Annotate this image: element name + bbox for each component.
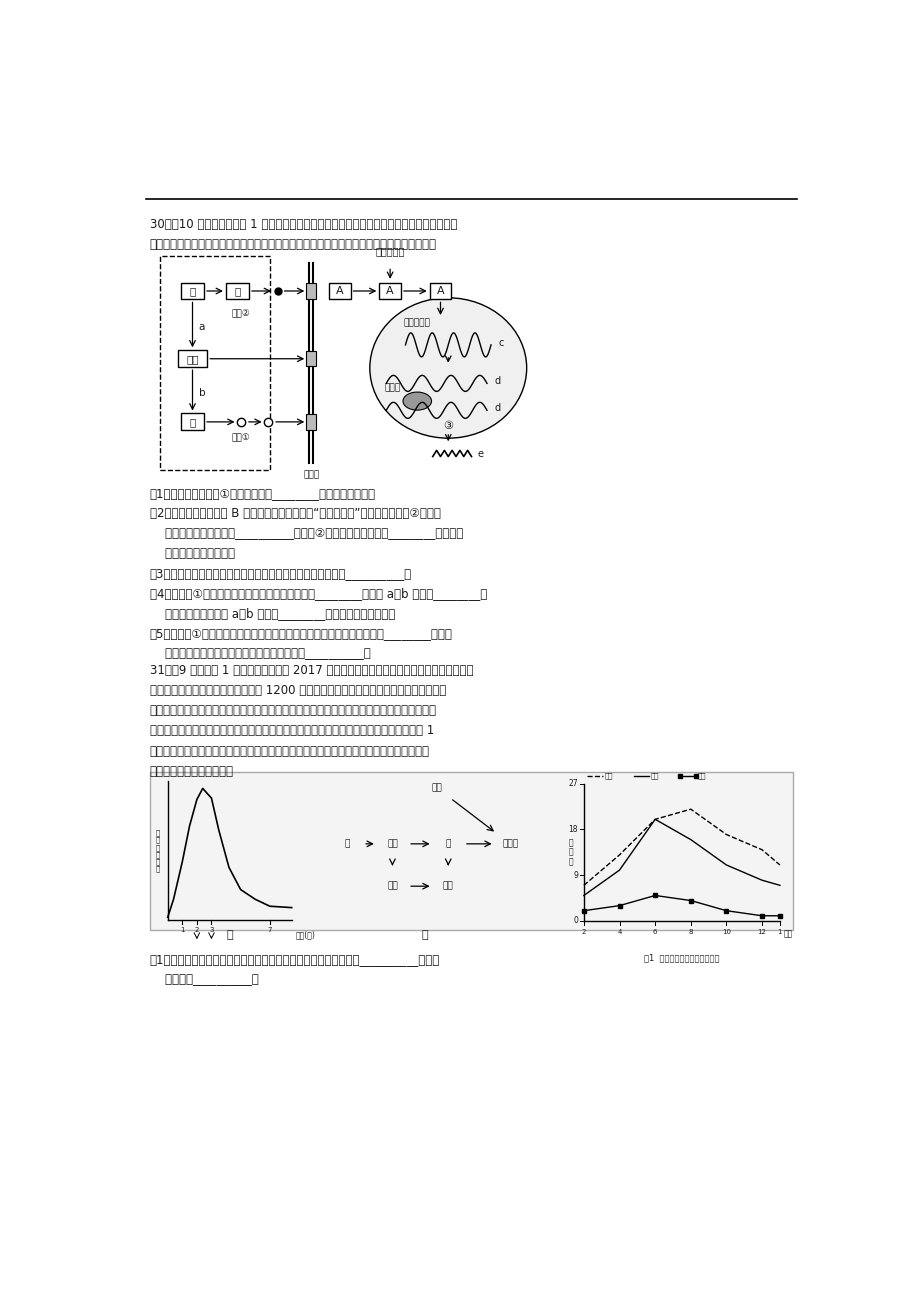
Text: 携带至靶细胞。下图表示某高等动物激素的分泌及作用机制。请结合图中信息回答下列问题。: 携带至靶细胞。下图表示某高等动物激素的分泌及作用机制。请结合图中信息回答下列问题…	[150, 238, 437, 251]
Text: 蝗虫: 蝗虫	[387, 881, 397, 891]
Text: 细胞核受体: 细胞核受体	[403, 318, 430, 327]
Text: 7: 7	[267, 927, 272, 934]
Text: b: b	[199, 388, 205, 397]
Text: 时间(月): 时间(月)	[295, 930, 315, 939]
Text: 1: 1	[180, 927, 185, 934]
Text: （1）其他种群迁入后，改变了生态系统的营养结构，抗抗力稳定性__________，恢复: （1）其他种群迁入后，改变了生态系统的营养结构，抗抗力稳定性__________…	[150, 953, 439, 966]
Text: （5）若激素①是甲状腺激素，在寒冷环境中能促进人体产热的调节过程是________（填图: （5）若激素①是甲状腺激素，在寒冷环境中能促进人体产热的调节过程是_______…	[150, 628, 452, 641]
Text: 9: 9	[573, 871, 577, 880]
Text: 8: 8	[687, 928, 692, 935]
Text: 6: 6	[652, 928, 657, 935]
Text: 轻度: 轻度	[604, 772, 612, 779]
Bar	[150, 772, 792, 930]
Text: 猫头鹰: 猫头鹰	[502, 840, 517, 849]
Text: 中字母）同时人体皮肤减少散热的生理反应是__________。: 中字母）同时人体皮肤减少散热的生理反应是__________。	[150, 647, 370, 660]
Text: 田鼠: 田鼠	[431, 783, 441, 792]
Text: 激素②: 激素②	[231, 309, 250, 316]
Ellipse shape	[403, 392, 431, 410]
Bar	[177, 350, 207, 367]
Bar	[306, 414, 315, 430]
Text: 12: 12	[757, 928, 766, 935]
Text: 31．（9 分，每空 1 分）李克强在介绍 2017 年重点工作任务时表示，今年将要抓紧划定并严: 31．（9 分，每空 1 分）李克强在介绍 2017 年重点工作任务时表示，今年…	[150, 664, 473, 677]
Text: （3）结构甲、乙、丙中具有神经传导和激素分泌双重功能的是__________。: （3）结构甲、乙、丙中具有神经传导和激素分泌双重功能的是__________。	[150, 568, 412, 581]
Bar	[379, 283, 401, 299]
Text: A: A	[437, 286, 444, 296]
Text: 激素①: 激素①	[232, 434, 251, 443]
Bar	[306, 352, 315, 366]
Text: d: d	[494, 404, 500, 413]
Text: 2: 2	[195, 927, 199, 934]
Text: 青蛙: 青蛙	[442, 881, 453, 891]
Bar	[181, 414, 204, 431]
Text: 3: 3	[209, 927, 213, 934]
Text: 甲: 甲	[189, 286, 196, 296]
Text: 守生态保护红线，完成退耕还林还草 1200 万亩以上，在该项目实施时，要注意遵循相应的: 守生态保护红线，完成退耕还林还草 1200 万亩以上，在该项目实施时，要注意遵循…	[150, 685, 446, 698]
Text: c: c	[498, 339, 504, 349]
Text: 果。请据图回答下列问题。: 果。请据图回答下列问题。	[150, 764, 233, 777]
Text: A: A	[386, 286, 393, 296]
Text: 蝗
虫
种
群
数
量: 蝗 虫 种 群 数 量	[155, 829, 160, 872]
Text: 30．（10 分，除标明每空 1 分）激素作为一种化学信使，能把某种调节的信息由内分泌细胞: 30．（10 分，除标明每空 1 分）激素作为一种化学信使，能把某种调节的信息由…	[150, 217, 457, 230]
Text: 乙: 乙	[421, 930, 428, 940]
Text: 细胞膜: 细胞膜	[302, 470, 319, 479]
Text: （4）若激素①表示雄激素，其进入靶细胞的方式是________，物质 a、b 分别是________。: （4）若激素①表示雄激素，其进入靶细胞的方式是________，物质 a、b 分…	[150, 587, 486, 600]
Text: 乙: 乙	[234, 286, 240, 296]
Text: 蛇: 蛇	[445, 840, 450, 849]
Ellipse shape	[369, 298, 526, 439]
Text: 4: 4	[617, 928, 621, 935]
Text: 细胞质受体: 细胞质受体	[375, 246, 404, 256]
Text: 若切除睾丸，则物质 a、b 含量都________（增加、不变、减少）: 若切除睾丸，则物质 a、b 含量都________（增加、不变、减少）	[150, 608, 394, 621]
Text: 27: 27	[568, 780, 577, 788]
Text: 从而使血糖水平降低。: 从而使血糖水平降低。	[150, 547, 234, 560]
Text: e: e	[477, 449, 483, 460]
Text: ③: ③	[443, 421, 453, 431]
Bar	[306, 284, 315, 298]
Text: 物
种
数: 物 种 数	[568, 838, 573, 867]
Text: 垂体: 垂体	[186, 354, 199, 363]
Bar	[160, 256, 269, 470]
Text: 1: 1	[777, 928, 781, 935]
Text: 月份: 月份	[783, 928, 792, 937]
Bar	[225, 283, 249, 299]
Text: d: d	[494, 376, 500, 387]
Text: 鸟类: 鸟类	[387, 840, 397, 849]
Text: 与分泌，该化学物质是__________，激素②的作用是能促进细胞________葡萄糖，: 与分泌，该化学物质是__________，激素②的作用是能促进细胞_______…	[150, 527, 462, 540]
Text: 0: 0	[573, 917, 577, 926]
Text: 力稳定性__________。: 力稳定性__________。	[150, 973, 258, 986]
Text: 18: 18	[568, 825, 577, 835]
Bar	[329, 283, 350, 299]
Text: 草: 草	[345, 840, 350, 849]
Text: 2: 2	[581, 928, 585, 935]
Text: 生物学规律。在一个简单的生态系统中，蜗虫种群首先迁入且迅速增长，在以后的几个月内，: 生物学规律。在一个简单的生态系统中，蜗虫种群首先迁入且迅速增长，在以后的几个月内…	[150, 704, 437, 717]
Text: 表示某县弃耕地紫茎泽兰入侵区，开展轻度、中度、重度入侵区的群落植物多样性调查的结: 表示某县弃耕地紫茎泽兰入侵区，开展轻度、中度、重度入侵区的群落植物多样性调查的结	[150, 745, 429, 758]
Bar	[429, 283, 451, 299]
Text: A: A	[335, 286, 343, 296]
Text: 丙: 丙	[189, 417, 196, 427]
Text: 图1  不同群落物种数的动态变化: 图1 不同群落物种数的动态变化	[643, 953, 719, 962]
Text: （1）由图可知，激素①主要通过影响________来调节生命活动。: （1）由图可知，激素①主要通过影响________来调节生命活动。	[150, 487, 376, 500]
Text: 其它动物先后迁入。图甲表示蜗虫种群数量的变化，图乙表示几种生物形成的食物网，图 1: 其它动物先后迁入。图甲表示蜗虫种群数量的变化，图乙表示几种生物形成的食物网，图 …	[150, 724, 434, 737]
Text: 核糖体: 核糖体	[384, 383, 400, 392]
Text: （2）若结构乙表示胰岛 B 细胞，结构甲通过释放“某化学物质”可直接影响激素②的形成: （2）若结构乙表示胰岛 B 细胞，结构甲通过释放“某化学物质”可直接影响激素②的…	[150, 508, 440, 521]
Text: a: a	[199, 322, 205, 332]
Text: 重度: 重度	[697, 772, 705, 779]
Text: 甲: 甲	[226, 930, 233, 940]
Text: 中度: 中度	[650, 772, 659, 779]
Bar	[181, 283, 204, 299]
Text: 10: 10	[721, 928, 731, 935]
